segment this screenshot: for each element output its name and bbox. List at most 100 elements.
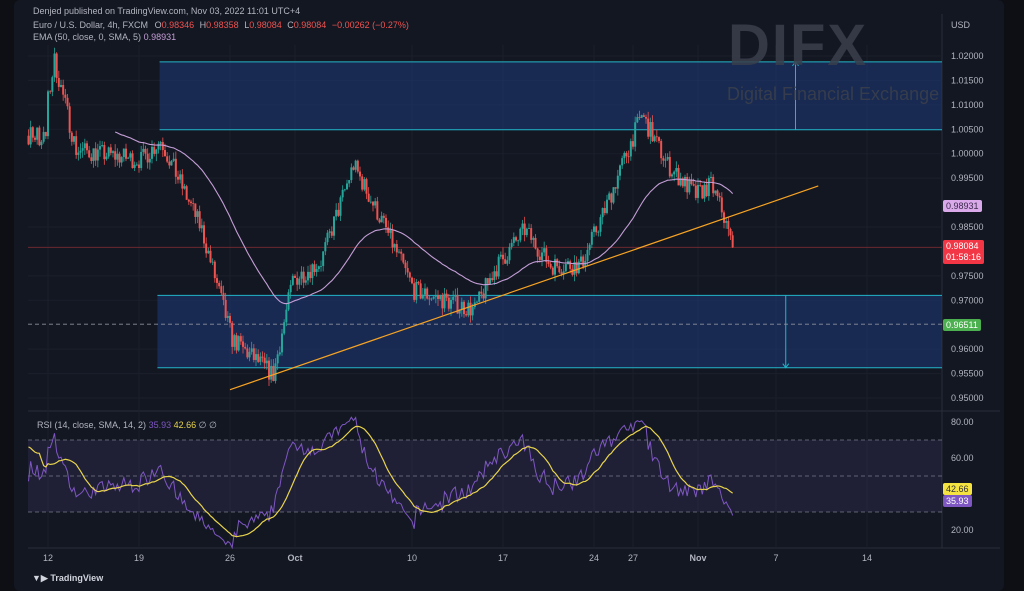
candle-body bbox=[116, 153, 119, 160]
candle-body bbox=[638, 117, 641, 118]
candle-body bbox=[51, 77, 54, 92]
candle-body bbox=[521, 223, 524, 229]
candle-body bbox=[376, 201, 379, 220]
candle-body bbox=[465, 314, 468, 316]
candle-body bbox=[99, 146, 101, 150]
close-value: 0.98084 bbox=[293, 20, 327, 30]
candle-body bbox=[463, 301, 465, 315]
candle-body bbox=[242, 341, 244, 347]
candle-body bbox=[283, 322, 286, 334]
candle-body bbox=[174, 158, 177, 177]
candle-body bbox=[666, 156, 669, 160]
candle-body bbox=[417, 281, 420, 284]
candle-body bbox=[677, 168, 680, 186]
y-tick-label: 0.97000 bbox=[951, 295, 984, 305]
rsi-legend[interactable]: RSI (14, close, SMA, 14, 2) 35.93 42.66 … bbox=[37, 420, 217, 431]
ema-legend[interactable]: EMA (50, close, 0, SMA, 5) 0.98931 bbox=[33, 32, 176, 42]
candle-body bbox=[710, 176, 712, 178]
candle-body bbox=[476, 301, 478, 303]
rsi-y-tick-label: 80.00 bbox=[951, 417, 974, 427]
candle-body bbox=[621, 158, 624, 166]
candle-body bbox=[161, 142, 164, 151]
candle-body bbox=[395, 244, 398, 253]
candle-body bbox=[415, 281, 418, 300]
y-tick-label: 0.95500 bbox=[951, 369, 984, 379]
candle-body bbox=[562, 271, 565, 275]
x-tick-label: 10 bbox=[407, 553, 417, 563]
candle-body bbox=[625, 152, 628, 157]
candle-body bbox=[469, 302, 472, 316]
candle-body bbox=[77, 152, 80, 155]
candle-body bbox=[250, 348, 253, 352]
candle-body bbox=[330, 231, 333, 236]
candle-body bbox=[146, 153, 149, 163]
candle-body bbox=[300, 271, 303, 279]
candle-body bbox=[597, 231, 600, 233]
candle-body bbox=[47, 91, 49, 137]
candle-body bbox=[701, 185, 704, 199]
last-price-label: 0.98084 01:58:16 bbox=[943, 240, 985, 264]
candle-body bbox=[712, 176, 715, 194]
y-tick-label: 1.00500 bbox=[951, 124, 984, 134]
candle-body bbox=[389, 229, 392, 233]
candle-body bbox=[588, 244, 591, 250]
candle-body bbox=[120, 157, 123, 163]
change-value: −0.00262 (−0.27%) bbox=[331, 20, 409, 30]
candle-body bbox=[263, 357, 266, 364]
candle-body bbox=[307, 271, 309, 281]
candle-body bbox=[356, 160, 359, 172]
candle-body bbox=[393, 244, 396, 248]
candle-body bbox=[107, 147, 110, 157]
candle-body bbox=[55, 53, 58, 79]
candle-body bbox=[125, 148, 127, 159]
candle-body bbox=[647, 118, 650, 137]
candle-body bbox=[534, 237, 537, 249]
candle-body bbox=[482, 293, 485, 299]
candle-body bbox=[144, 148, 147, 154]
candle-body bbox=[437, 295, 439, 299]
candle-body bbox=[575, 262, 578, 274]
candle-body bbox=[411, 277, 413, 284]
candle-body bbox=[36, 127, 39, 140]
candle-body bbox=[556, 259, 559, 267]
candle-body bbox=[450, 299, 452, 309]
candle-body bbox=[68, 106, 71, 133]
candle-body bbox=[209, 250, 212, 263]
candle-body bbox=[92, 148, 95, 161]
open-label: O bbox=[154, 20, 162, 30]
tradingview-logo[interactable]: ▼▶ TradingView bbox=[32, 573, 103, 584]
candle-body bbox=[153, 146, 156, 154]
candle-body bbox=[684, 176, 686, 187]
candle-body bbox=[294, 275, 296, 278]
candle-body bbox=[582, 256, 585, 267]
candle-body bbox=[343, 189, 346, 191]
candle-body bbox=[718, 195, 721, 198]
candle-body bbox=[480, 291, 483, 294]
candle-body bbox=[172, 158, 175, 161]
candle-body bbox=[302, 271, 305, 283]
candle-body bbox=[506, 260, 509, 264]
candle-body bbox=[705, 184, 708, 197]
candle-body bbox=[387, 227, 390, 233]
candle-body bbox=[454, 294, 457, 297]
candle-body bbox=[471, 307, 474, 316]
candle-body bbox=[222, 292, 225, 300]
candle-body bbox=[44, 131, 47, 137]
symbol-name[interactable]: Euro / U.S. Dollar, 4h, FXCM bbox=[33, 20, 149, 30]
candle-body bbox=[547, 261, 550, 264]
ema-line bbox=[114, 131, 734, 305]
candle-body bbox=[673, 171, 676, 175]
candle-body bbox=[185, 186, 188, 200]
candle-body bbox=[441, 296, 444, 309]
candle-body bbox=[558, 266, 561, 273]
candle-body bbox=[523, 223, 526, 236]
candle-body bbox=[313, 264, 316, 273]
zone-box bbox=[157, 295, 942, 368]
candle-body bbox=[326, 232, 329, 243]
candle-body bbox=[207, 250, 210, 254]
candle-body bbox=[445, 293, 448, 298]
candle-body bbox=[335, 209, 338, 217]
candle-body bbox=[83, 143, 86, 149]
candle-body bbox=[725, 220, 728, 223]
